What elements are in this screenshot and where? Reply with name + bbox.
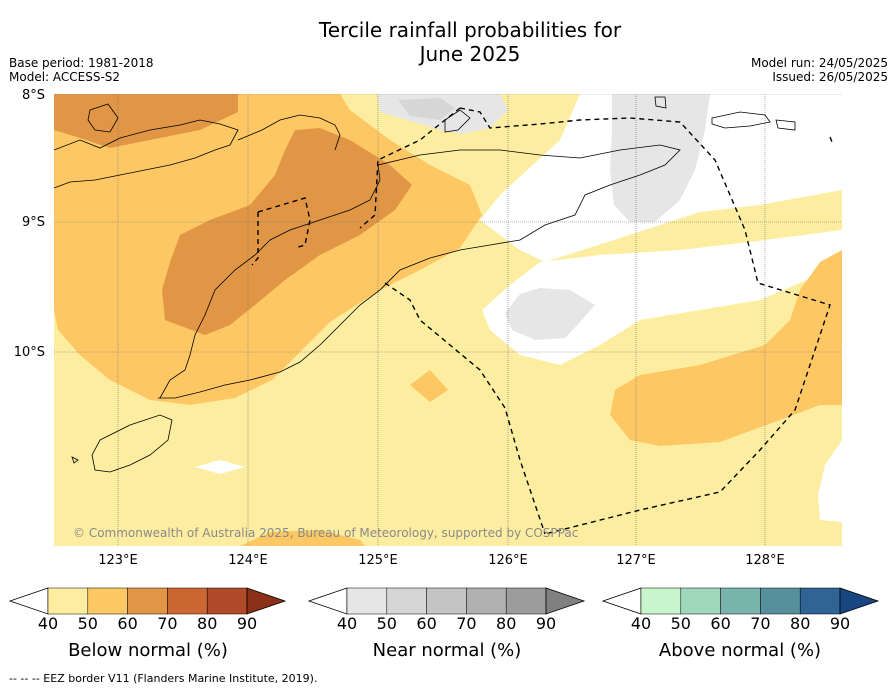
below-60-70-area-north (54, 94, 238, 148)
above-legend-tick: 50 (670, 614, 691, 633)
above-legend-tick: 40 (630, 614, 652, 633)
coastlines (54, 96, 796, 473)
lat-label-8s: 8°S (21, 88, 45, 103)
near-legend-swatch-60 (426, 587, 467, 615)
near-legend-title: Near normal (%) (372, 640, 522, 661)
below-legend-tick: 90 (236, 614, 258, 633)
above-legend-swatch-60 (720, 587, 761, 615)
lon-label-126e: 126°E (488, 553, 528, 568)
copyright-notice: © Commonwealth of Australia 2025, Bureau… (73, 526, 579, 540)
model-name: Model: ACCESS-S2 (9, 70, 121, 84)
above-legend-swatch-50 (680, 587, 721, 615)
below-legend-swatch-70 (167, 587, 208, 615)
below-legend-min-arrow (8, 587, 49, 615)
above-legend-tick: 90 (829, 614, 851, 633)
below-legend-swatch-40 (47, 587, 89, 615)
lon-label-127e: 127°E (616, 553, 656, 568)
near-legend-tick: 70 (456, 614, 477, 633)
lon-label-125e: 125°E (358, 553, 398, 568)
above-legend-max-arrow (839, 587, 880, 615)
lat-label-10s: 10°S (13, 345, 45, 360)
below-legend-tick: 50 (77, 614, 98, 633)
below-50-60-small (410, 370, 448, 402)
map-title: Tercile rainfall probabilities for June … (0, 18, 896, 66)
near-legend-tick: 50 (376, 614, 397, 633)
graticule (54, 94, 842, 546)
near-legend-tick: 90 (535, 614, 557, 633)
above-legend-tick: 80 (790, 614, 811, 633)
near-legend-min-arrow (307, 587, 348, 615)
near-legend-swatch-50 (386, 587, 427, 615)
near-legend-tick: 80 (496, 614, 517, 633)
below-50-60-south (240, 530, 365, 546)
above-legend-tick: 60 (710, 614, 731, 633)
above-legend-tick: 70 (750, 614, 771, 633)
below-legend-swatch-60 (127, 587, 168, 615)
near-legend-tick: 40 (336, 614, 358, 633)
meta-left: Base period: 1981-2018 Model: ACCESS-S2 (9, 56, 154, 84)
near-legend-swatch-80 (505, 587, 547, 615)
title-line-2: June 2025 (419, 42, 521, 66)
white-area-north (350, 94, 842, 262)
above-legend-swatch-70 (760, 587, 801, 615)
colorbars (8, 587, 880, 615)
lat-label-9s: 9°S (21, 215, 45, 230)
white-area-small (195, 460, 245, 474)
below-legend-tick: 70 (157, 614, 178, 633)
meta-right: Model run: 24/05/2025 Issued: 26/05/2025 (751, 56, 888, 84)
near-50-60-north (398, 98, 455, 120)
above-legend-title: Above normal (%) (658, 640, 822, 661)
white-area-centre (482, 230, 842, 365)
above-legend-swatch-80 (799, 587, 841, 615)
below-legend-swatch-50 (87, 587, 128, 615)
below-50-60-southeast (610, 250, 842, 446)
below-legend-tick: 60 (117, 614, 138, 633)
below-legend-tick: 40 (37, 614, 59, 633)
above-legend-swatch-40 (640, 587, 682, 615)
lon-label-123e: 123°E (98, 553, 138, 568)
lon-label-128e: 128°E (745, 553, 785, 568)
lon-label-124e: 124°E (228, 553, 268, 568)
below-legend-tick: 80 (197, 614, 218, 633)
title-line-1: Tercile rainfall probabilities for (318, 18, 622, 42)
near-legend-swatch-70 (466, 587, 507, 615)
base-period: Base period: 1981-2018 (9, 56, 154, 70)
below-legend-swatch-80 (206, 587, 248, 615)
near-legend-max-arrow (545, 587, 586, 615)
white-area-east (818, 440, 842, 522)
eez-border (251, 107, 833, 535)
near-legend-tick: 60 (416, 614, 437, 633)
above-legend-min-arrow (601, 587, 642, 615)
near-legend-swatch-40 (346, 587, 388, 615)
near-40-50-centre (505, 288, 595, 340)
below-legend-title: Below normal (%) (68, 640, 228, 661)
issued-date: Issued: 26/05/2025 (772, 70, 888, 84)
below-legend-max-arrow (246, 587, 287, 615)
model-run: Model run: 24/05/2025 (750, 56, 888, 70)
near-40-50-east (610, 94, 710, 222)
eez-footnote: -- -- -- EEZ border V11 (Flanders Marine… (9, 672, 318, 685)
